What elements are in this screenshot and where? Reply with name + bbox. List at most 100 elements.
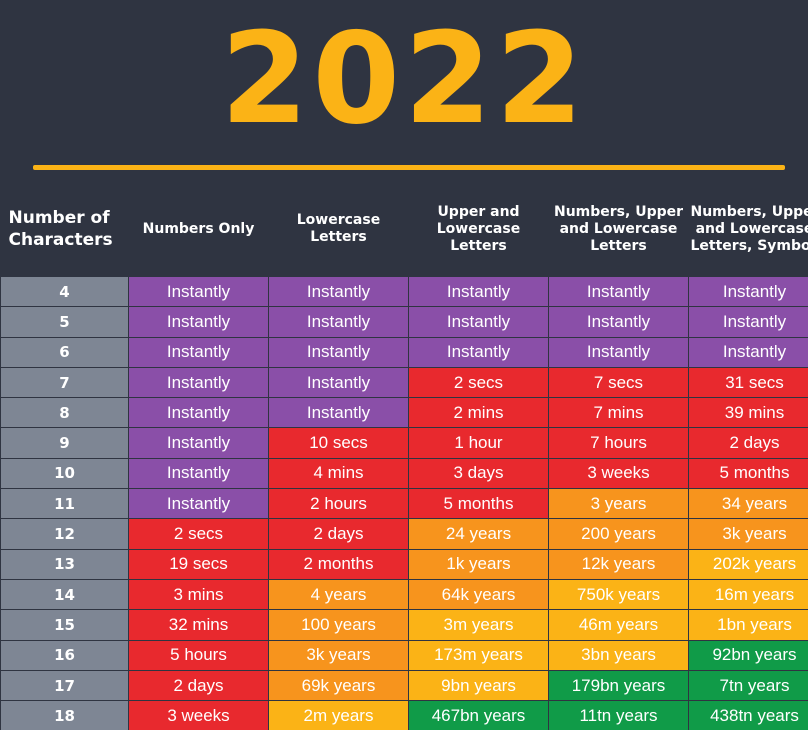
crack-time-cell: 3bn years	[548, 639, 689, 671]
crack-time-cell: 2 months	[268, 548, 409, 580]
character-count-cell: 15	[0, 609, 129, 641]
table-row: 5 Instantly Instantly Instantly Instantly Ins…	[0, 306, 808, 338]
header-line: Lowercase	[296, 212, 381, 228]
crack-time-cell: 2 secs	[128, 518, 269, 550]
table-row: 8 Instantly Instantly 2 mins 7 mins 39 mins	[0, 397, 808, 429]
crack-time-cell: Instantly	[688, 275, 808, 308]
crack-time-cell: Instantly	[548, 275, 689, 308]
crack-time-cell: 2 days	[268, 518, 409, 550]
crack-time-cell: 5 hours	[128, 639, 269, 671]
crack-time-cell: Instantly	[688, 336, 808, 368]
crack-time-cell: 5 months	[688, 457, 808, 490]
crack-time-cell: 92bn years	[688, 639, 808, 671]
header-line: Numbers, Upper	[690, 203, 808, 220]
character-count-cell: 10	[0, 457, 129, 490]
header-line: Upper and	[437, 203, 520, 220]
crack-time-cell: 19 secs	[128, 548, 269, 580]
column-header: Numbers Only	[129, 182, 269, 277]
table-row: 13 19 secs 2 months 1k years 12k years 202k y…	[0, 548, 808, 580]
crack-time-cell: 173m years	[408, 639, 549, 671]
crack-time-cell: 3 weeks	[128, 700, 269, 730]
crack-time-cell: 2 days	[128, 669, 269, 702]
crack-time-cell: Instantly	[268, 397, 409, 429]
crack-time-cell: Instantly	[268, 275, 409, 308]
crack-time-cell: Instantly	[128, 427, 269, 459]
header-line: Number of	[8, 208, 110, 228]
crack-time-cell: 12k years	[548, 548, 689, 580]
header-line: Letters	[590, 237, 647, 254]
character-count-cell: 8	[0, 397, 129, 429]
crack-time-cell: Instantly	[548, 336, 689, 368]
crack-time-cell: 3k years	[688, 518, 808, 550]
crack-time-cell: Instantly	[128, 488, 269, 520]
character-count-cell: 5	[0, 306, 129, 338]
table-row: 18 3 weeks 2m years 467bn years 11tn years 43…	[0, 700, 808, 730]
crack-time-cell: 7tn years	[688, 669, 808, 702]
table-header: Number of Characters Numbers Only Lowercase…	[1, 182, 808, 277]
crack-time-cell: Instantly	[408, 336, 549, 368]
crack-time-cell: Instantly	[128, 306, 269, 338]
crack-time-cell: 200 years	[548, 518, 689, 550]
crack-time-cell: 46m years	[548, 609, 689, 641]
character-count-cell: 13	[0, 548, 129, 580]
crack-time-cell: 2 hours	[268, 488, 409, 520]
crack-time-cell: 202k years	[688, 548, 808, 580]
divider-line	[33, 165, 785, 170]
crack-time-cell: 39 mins	[688, 397, 808, 429]
crack-time-cell: 3m years	[408, 609, 549, 641]
crack-time-cell: Instantly	[128, 275, 269, 308]
table-row: 17 2 days 69k years 9bn years 179bn years 7tn…	[0, 669, 808, 702]
character-count-cell: 12	[0, 518, 129, 550]
crack-time-cell: 16m years	[688, 578, 808, 611]
crack-time-cell: 3k years	[268, 639, 409, 671]
crack-time-cell: Instantly	[268, 306, 409, 338]
crack-time-cell: 3 days	[408, 457, 549, 490]
character-count-cell: 11	[0, 488, 129, 520]
crack-time-cell: 2 secs	[408, 366, 549, 399]
crack-time-cell: Instantly	[408, 275, 549, 308]
character-count-cell: 16	[0, 639, 129, 671]
crack-time-cell: 3 mins	[128, 578, 269, 611]
column-header: Upper and Lowercase Letters	[409, 182, 549, 277]
crack-time-cell: Instantly	[268, 336, 409, 368]
table-row: 9 Instantly 10 secs 1 hour 7 hours 2 days	[0, 427, 808, 459]
crack-time-cell: 11tn years	[548, 700, 689, 730]
character-count-cell: 4	[0, 275, 129, 308]
table-row: 11 Instantly 2 hours 5 months 3 years 34 year…	[0, 488, 808, 520]
table-body: 4 Instantly Instantly Instantly Instantly Ins…	[0, 275, 808, 730]
header-line: Letters	[310, 229, 367, 245]
column-header: Lowercase Letters	[269, 182, 409, 277]
crack-time-cell: Instantly	[548, 306, 689, 338]
crack-time-cell: 2 mins	[408, 397, 549, 429]
crack-time-cell: 4 years	[268, 578, 409, 611]
table-row: 7 Instantly Instantly 2 secs 7 secs 31 secs	[0, 366, 808, 399]
table-row: 4 Instantly Instantly Instantly Instantly Ins…	[0, 275, 808, 308]
crack-time-cell: 7 mins	[548, 397, 689, 429]
table-row: 10 Instantly 4 mins 3 days 3 weeks 5 months	[0, 457, 808, 490]
header-line: and Lowercase	[559, 220, 678, 237]
crack-time-cell: 4 mins	[268, 457, 409, 490]
crack-time-cell: 2m years	[268, 700, 409, 730]
table-row: 16 5 hours 3k years 173m years 3bn years 92bn…	[0, 639, 808, 671]
crack-time-cell: 31 secs	[688, 366, 808, 399]
header-row: Number of Characters Numbers Only Lowercase…	[1, 182, 808, 277]
crack-time-cell: 32 mins	[128, 609, 269, 641]
crack-time-cell: Instantly	[688, 306, 808, 338]
crack-time-cell: 1 hour	[408, 427, 549, 459]
crack-time-cell: 64k years	[408, 578, 549, 611]
header-line: Numbers, Upper	[553, 203, 684, 220]
crack-time-cell: 179bn years	[548, 669, 689, 702]
character-count-cell: 18	[0, 700, 129, 730]
crack-time-cell: 750k years	[548, 578, 689, 611]
character-count-cell: 9	[0, 427, 129, 459]
crack-time-cell: Instantly	[268, 366, 409, 399]
character-count-cell: 7	[0, 366, 129, 399]
crack-time-cell: Instantly	[408, 306, 549, 338]
header-line: Lowercase	[436, 220, 521, 237]
crack-time-cell: 438tn years	[688, 700, 808, 730]
crack-time-cell: 69k years	[268, 669, 409, 702]
crack-time-cell: 34 years	[688, 488, 808, 520]
crack-time-cell: Instantly	[128, 336, 269, 368]
crack-time-cell: 1bn years	[688, 609, 808, 641]
crack-time-cell: Instantly	[128, 457, 269, 490]
